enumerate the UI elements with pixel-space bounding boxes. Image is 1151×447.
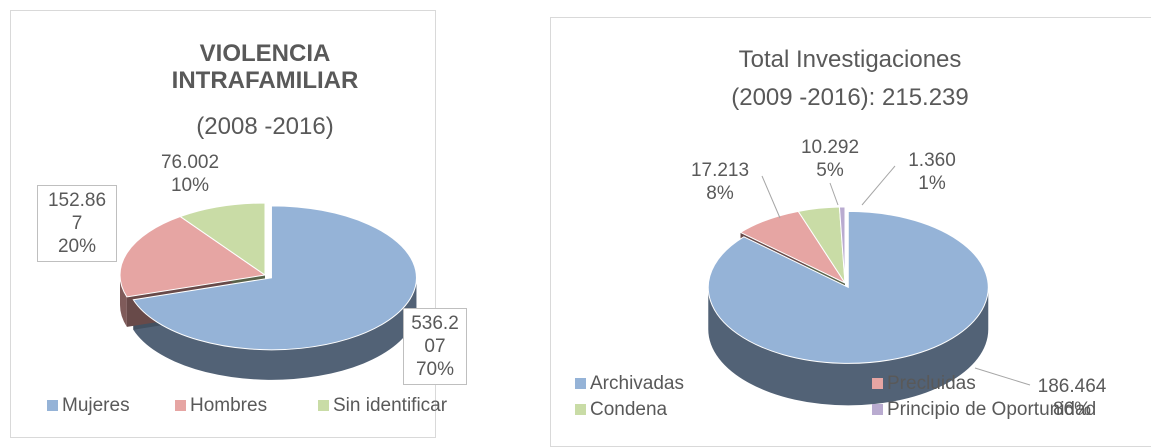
legend-item: Precluidas — [872, 373, 976, 395]
slice — [132, 205, 417, 351]
data-label: 76.002 10% — [150, 148, 230, 200]
slice — [179, 202, 266, 276]
slice — [838, 206, 846, 284]
legend-swatch — [175, 400, 186, 411]
chart-title: VIOLENCIA INTRAFAMILIAR — [171, 40, 359, 94]
legend-item: Mujeres — [47, 395, 130, 417]
value-label: 17.213 — [690, 160, 750, 181]
percent-label: 5% — [816, 160, 844, 181]
leader-line — [861, 165, 896, 206]
legend-swatch — [872, 404, 883, 415]
leader-line — [974, 367, 1031, 386]
value-label: 536.207 — [411, 313, 459, 357]
slice-side — [133, 277, 417, 380]
data-label: 536.207 70% — [403, 308, 467, 385]
value-label: 10.292 — [800, 137, 860, 158]
legend-label: Mujeres — [62, 395, 130, 416]
legend-item: Principio de Oportunidad — [872, 399, 1096, 421]
legend-label: Hombres — [190, 395, 268, 416]
value-label: 1.360 — [908, 150, 956, 171]
legend-swatch — [318, 400, 329, 411]
slice — [119, 216, 267, 298]
data-label: 186.464 86% — [1030, 372, 1114, 424]
legend-item: Condena — [575, 399, 667, 421]
legend-label: Sin identificar — [333, 395, 448, 416]
leader-line — [829, 182, 839, 206]
value-label: 186.464 — [1037, 376, 1107, 397]
value-label: 76.002 — [160, 152, 220, 173]
chart-subtitle: (2009 -2016): 215.239 — [731, 84, 969, 111]
legend-label: Archivadas — [590, 373, 684, 394]
percent-label: 1% — [918, 173, 946, 194]
legend-item: Hombres — [175, 395, 267, 417]
data-label: 17.213 8% — [680, 156, 760, 208]
slice-side — [120, 275, 127, 327]
legend-swatch — [872, 378, 883, 389]
slice-side — [708, 287, 989, 406]
legend-label: Condena — [590, 399, 668, 420]
percent-label: 86% — [1052, 399, 1092, 420]
legend-swatch — [47, 400, 58, 411]
legend-label: Principio de Oportunidad — [887, 399, 1097, 420]
chart-title: Total Investigaciones — [738, 46, 962, 73]
value-label: 152.867 — [47, 190, 107, 234]
legend-item: Archivadas — [575, 373, 684, 395]
percent-label: 20% — [57, 236, 97, 257]
data-label: 1.360 1% — [892, 146, 972, 198]
percent-label: 70% — [415, 359, 455, 380]
percent-label: 8% — [706, 183, 734, 204]
slice — [707, 210, 989, 364]
legend-swatch — [575, 404, 586, 415]
data-label: 10.292 5% — [790, 133, 870, 185]
chart-frame — [10, 10, 436, 438]
legend-item: Sin identificar — [318, 395, 447, 417]
data-label: 152.867 20% — [37, 185, 117, 262]
legend-label: Precluidas — [887, 373, 976, 394]
percent-label: 10% — [170, 175, 210, 196]
leader-line — [761, 175, 781, 219]
chart-subtitle: (2008 -2016) — [196, 113, 334, 140]
legend-swatch — [575, 378, 586, 389]
